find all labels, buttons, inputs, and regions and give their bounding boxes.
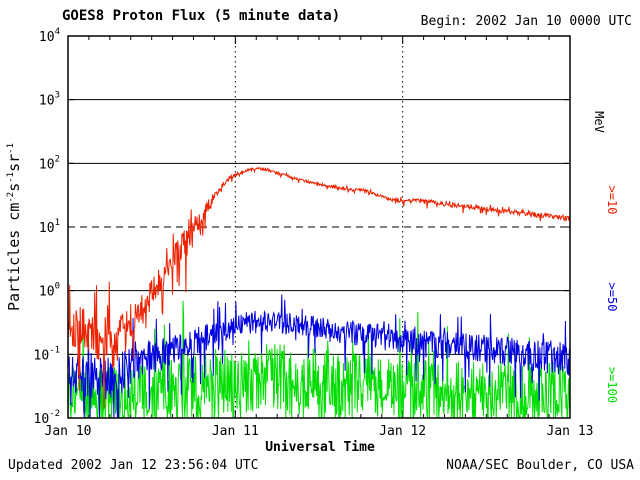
page-title: GOES8 Proton Flux (5 minute data)	[62, 8, 341, 24]
x-axis-label: Universal Time	[265, 440, 375, 455]
right-label-ge10: >=10	[605, 185, 619, 215]
right-label-mev: MeV	[592, 111, 606, 133]
svg-text:Jan 13: Jan 13	[547, 424, 594, 439]
footer-updated: Updated 2002 Jan 12 23:56:04 UTC	[8, 458, 259, 473]
begin-label: Begin: 2002 Jan 10 0000 UTC	[420, 14, 632, 29]
y-axis-label: Particles cm-2s-1sr-1	[5, 143, 23, 311]
svg-text:Jan 12: Jan 12	[379, 424, 426, 439]
svg-text:102: 102	[39, 154, 60, 172]
svg-text:100: 100	[39, 282, 60, 300]
footer-source: NOAA/SEC Boulder, CO USA	[446, 458, 634, 473]
svg-text:Jan 11: Jan 11	[212, 424, 259, 439]
svg-text:Jan 10: Jan 10	[45, 424, 92, 439]
svg-text:104: 104	[39, 27, 60, 45]
right-label-ge50: >=50	[605, 282, 619, 312]
right-label-ge100: >=100	[605, 366, 619, 404]
svg-text:10-2: 10-2	[34, 409, 61, 427]
svg-text:101: 101	[39, 218, 60, 236]
svg-text:10-1: 10-1	[34, 345, 61, 363]
svg-text:103: 103	[39, 91, 60, 109]
